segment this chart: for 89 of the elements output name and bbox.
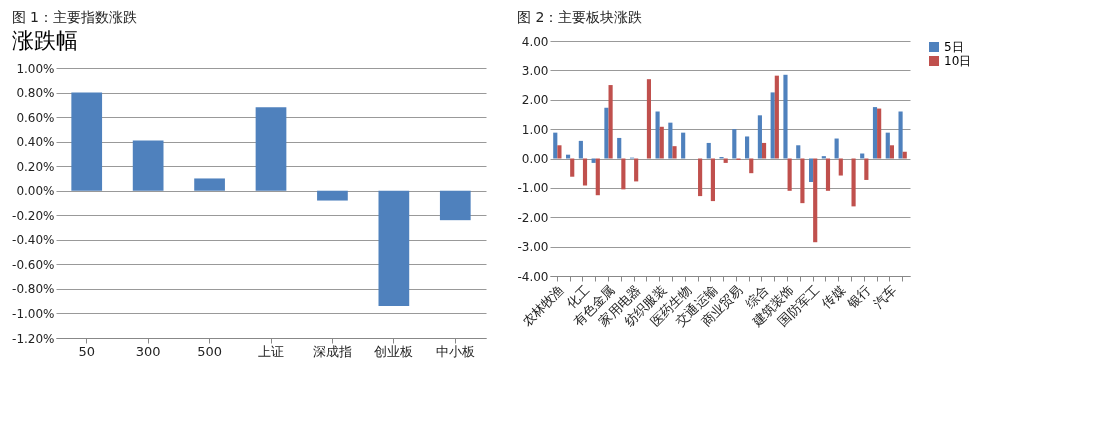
x-tick-label: 50 — [78, 343, 95, 359]
bar — [595, 158, 600, 196]
bar — [787, 158, 792, 191]
x-tick-label: 300 — [135, 343, 161, 359]
bar — [71, 92, 103, 191]
bar — [864, 158, 869, 180]
x-tick-label: 500 — [197, 343, 222, 359]
y-tick-label: 3.00 — [521, 63, 549, 78]
bar — [672, 146, 677, 159]
y-tick-label: -0.80% — [12, 282, 55, 297]
x-tick-label: 创业板 — [374, 343, 414, 359]
bar — [898, 111, 903, 159]
legend-label: 5日 — [944, 40, 964, 54]
bar — [796, 145, 801, 159]
y-tick-label: 1.00 — [521, 122, 549, 137]
y-tick-label: 4.00 — [521, 34, 549, 49]
bar — [889, 145, 895, 159]
bar — [194, 178, 225, 191]
bar — [783, 74, 788, 159]
y-tick-label: -0.60% — [12, 257, 55, 272]
bar — [745, 136, 750, 159]
y-tick-label: 0.20% — [16, 159, 55, 174]
bar — [821, 156, 826, 159]
bar — [877, 108, 882, 159]
bar — [582, 158, 588, 186]
bar — [808, 158, 814, 182]
bar — [761, 142, 767, 159]
bar — [608, 85, 613, 159]
y-tick-label: -0.20% — [12, 208, 55, 223]
bar — [578, 140, 583, 159]
y-tick-label: -1.20% — [12, 331, 55, 346]
bar — [668, 122, 673, 159]
bar — [634, 158, 639, 182]
legend-label: 10日 — [944, 54, 972, 68]
y-tick-label: 2.00 — [521, 93, 549, 108]
bar — [621, 158, 626, 190]
bar — [655, 111, 660, 159]
bar — [838, 158, 843, 176]
x-tick-label: 深成指 — [312, 343, 352, 359]
bar — [757, 115, 762, 159]
y-tick-label: 0.80% — [16, 86, 55, 101]
y-tick-label: 0.40% — [16, 135, 55, 150]
bar — [902, 151, 907, 159]
bar — [825, 158, 831, 191]
chart-title: 图 1：主要指数涨跌 — [11, 9, 137, 25]
bar — [132, 140, 164, 191]
y-tick-label: -4.00 — [517, 269, 549, 284]
y-tick-label: 0.60% — [16, 110, 55, 125]
bar — [800, 158, 805, 204]
bar — [646, 79, 652, 159]
bar — [317, 190, 348, 201]
y-tick-label: -3.00 — [517, 240, 549, 255]
bar — [659, 126, 664, 159]
x-tick-label: 汽车 — [870, 282, 900, 312]
y-tick-label: -0.40% — [12, 233, 55, 248]
chart-title: 图 2：主要板块涨跌 — [516, 9, 643, 25]
x-tick-label: 上证 — [258, 343, 284, 359]
x-tick-label: 农林牧渔 — [519, 282, 567, 330]
y-tick-label: 1.00% — [16, 61, 55, 76]
bar — [681, 132, 686, 159]
bar — [378, 190, 410, 307]
bar — [706, 142, 711, 159]
y-tick-label: 0.00% — [16, 184, 55, 199]
x-tick-label: 中小板 — [435, 343, 475, 359]
bar — [834, 138, 839, 159]
bar — [698, 158, 703, 197]
y-tick-label: -2.00 — [517, 210, 549, 225]
bar — [255, 107, 287, 191]
bar — [604, 107, 609, 159]
bar — [813, 158, 818, 243]
bar — [732, 129, 737, 159]
bar — [851, 158, 856, 207]
bar — [885, 132, 890, 159]
bar — [565, 154, 571, 159]
bar — [710, 158, 715, 202]
bar — [570, 158, 575, 177]
bar — [749, 158, 754, 174]
y-tick-label: 0.00 — [521, 152, 549, 166]
bar — [774, 75, 779, 159]
y-tick-label: -1.00 — [517, 181, 549, 196]
bar — [557, 145, 562, 159]
bar — [860, 153, 865, 159]
y-tick-label: -1.00% — [12, 306, 55, 321]
bar — [617, 137, 622, 159]
bar — [553, 132, 558, 159]
bar — [872, 107, 878, 159]
bar — [770, 92, 775, 159]
chart-subtitle: 涨跌幅 — [11, 28, 78, 53]
bar — [439, 190, 471, 221]
